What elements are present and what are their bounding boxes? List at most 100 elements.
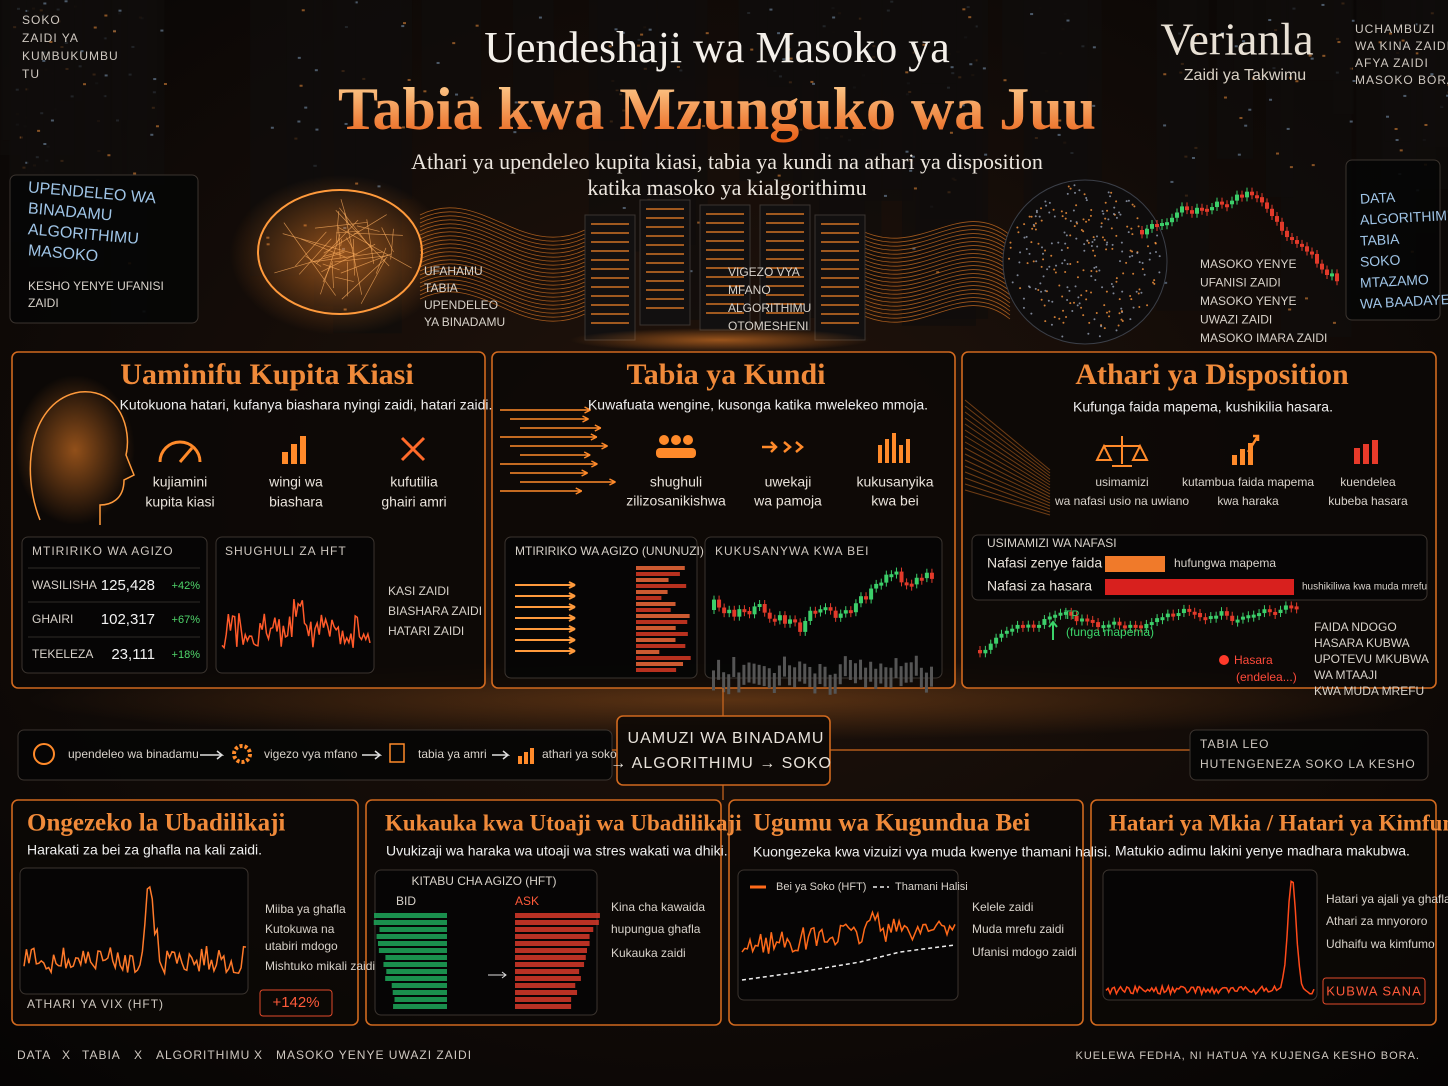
window-light [50, 119, 54, 122]
bid-bar [385, 955, 447, 960]
window-light [37, 129, 41, 132]
right-text: TABIA LEO [1200, 737, 1269, 751]
footer-separator: X [254, 1048, 263, 1062]
window-light [1164, 281, 1168, 284]
chart-box [19, 867, 249, 995]
window-light [880, 42, 884, 45]
candle [1215, 201, 1219, 208]
window-light [1288, 308, 1292, 311]
window-light [812, 82, 816, 85]
side-text: MTAZAMO [1360, 271, 1430, 291]
globe-dot [1107, 218, 1110, 221]
server-led [706, 249, 744, 251]
chart-title: SHUGHULI ZA HFT [225, 544, 347, 558]
window-light [43, 2, 47, 5]
side-text: MASOKO [27, 242, 98, 265]
panel-subtitle: Matukio adimu lakini yenye madhara makub… [1115, 843, 1410, 859]
stream [419, 239, 586, 270]
note: Miiba ya ghafla [265, 902, 346, 916]
candle [782, 615, 787, 624]
subtitle: katika masoko ya kialgorithimu [587, 175, 866, 200]
globe-dot [1076, 276, 1079, 279]
icon-bars [300, 436, 306, 464]
footer-item: DATA [17, 1048, 51, 1062]
side-text: ALGORITHIMU [1360, 207, 1448, 228]
globe-dot [1072, 209, 1075, 212]
globe-dot [1118, 312, 1121, 315]
badge: KUBWA SANA [1326, 983, 1421, 998]
bid-bar [373, 920, 447, 925]
globe-dot [1075, 237, 1078, 240]
window-light [1352, 79, 1356, 82]
center-text: → ALGORITHIMU → SOKO [610, 755, 832, 772]
globe-dot [1092, 249, 1095, 252]
globe-dot [1044, 249, 1047, 252]
volume [879, 663, 883, 684]
window-light [539, 56, 543, 59]
caption: ATHARI YA VIX (HFT) [27, 997, 164, 1011]
volume [924, 672, 928, 693]
server-led [766, 213, 804, 215]
window-light [270, 126, 274, 129]
globe-dot [1131, 250, 1134, 253]
icon-label: kwa haraka [1217, 494, 1279, 508]
candle [828, 607, 833, 611]
volume [742, 664, 746, 685]
window-light [913, 187, 917, 190]
stream [859, 225, 1011, 243]
title-highlight: Tabia kwa Mzunguko wa Juu [338, 76, 1096, 142]
globe-dot [1137, 292, 1140, 295]
globe-dot [1071, 310, 1074, 313]
globe-dot [1103, 238, 1106, 241]
candle [999, 633, 1004, 638]
globe-dot [1066, 246, 1069, 249]
bid-bar [391, 983, 447, 988]
ask-bar [515, 976, 581, 981]
volume [813, 673, 817, 694]
candle [929, 572, 934, 579]
candle [848, 610, 853, 614]
candle [994, 637, 999, 644]
globe-dot [1078, 189, 1081, 192]
stream [419, 259, 586, 290]
globe-dot [1115, 200, 1118, 203]
server-led [646, 235, 684, 237]
panel [961, 351, 1437, 689]
server-glow [570, 328, 870, 352]
window-light [705, 32, 709, 35]
globe-dot [1141, 261, 1144, 264]
globe-dot [1093, 238, 1096, 241]
window-light [475, 24, 479, 27]
candle [1133, 624, 1138, 628]
window-light [1403, 94, 1407, 97]
stream [419, 255, 586, 286]
window-light [1191, 156, 1195, 159]
note: Hatari ya ajali ya ghafla [1326, 892, 1448, 906]
server-led [706, 213, 744, 215]
globe-dot [1066, 192, 1069, 195]
hero-label: YA BINADAMU [424, 315, 505, 329]
candle [1275, 216, 1279, 222]
window-light [1430, 73, 1434, 76]
window-light [423, 90, 427, 93]
building [956, 0, 983, 125]
server-led [706, 240, 744, 242]
globe-dot [1050, 254, 1053, 257]
flow-arrow [515, 614, 576, 622]
server-led [821, 286, 859, 288]
box-title: USIMAMIZI WA NAFASI [987, 536, 1117, 550]
corner-text: TU [22, 67, 40, 81]
candle [1225, 204, 1229, 208]
globe-dot [1105, 243, 1108, 246]
window-light [911, 155, 915, 158]
bid-bar [394, 997, 447, 1002]
volume [874, 668, 878, 689]
panel-title: Tabia ya Kundi [627, 358, 826, 391]
window-light [304, 106, 308, 109]
volume [717, 659, 721, 680]
globe-dot [1127, 231, 1130, 234]
side-panel [1345, 159, 1441, 321]
window-light [905, 150, 909, 153]
server-led [766, 276, 804, 278]
note: Udhaifu wa kimfumo [1326, 937, 1435, 951]
